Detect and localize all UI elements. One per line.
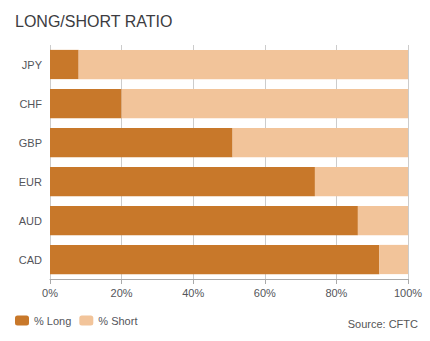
- svg-text:% Short: % Short: [98, 315, 137, 327]
- svg-text:100%: 100%: [394, 287, 422, 299]
- svg-text:JPY: JPY: [22, 59, 43, 71]
- svg-text:20%: 20%: [111, 287, 133, 299]
- svg-text:LONG/SHORT RATIO: LONG/SHORT RATIO: [15, 13, 172, 30]
- svg-text:CAD: CAD: [19, 254, 42, 266]
- svg-text:EUR: EUR: [19, 176, 42, 188]
- svg-text:0%: 0%: [42, 287, 58, 299]
- svg-text:Source: CFTC: Source: CFTC: [348, 318, 418, 330]
- svg-text:80%: 80%: [325, 287, 347, 299]
- svg-text:CHF: CHF: [19, 98, 42, 110]
- svg-text:AUD: AUD: [19, 215, 42, 227]
- svg-text:% Long: % Long: [34, 315, 71, 327]
- svg-text:40%: 40%: [182, 287, 204, 299]
- svg-text:GBP: GBP: [19, 137, 42, 149]
- svg-text:60%: 60%: [254, 287, 276, 299]
